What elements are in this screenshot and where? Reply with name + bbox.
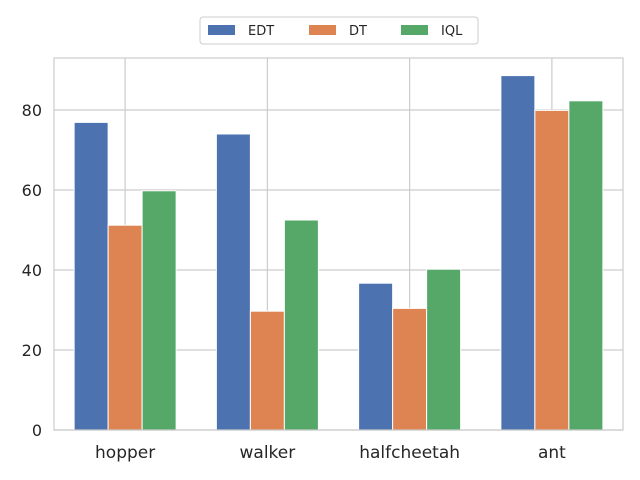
- legend-swatch-edt: [208, 25, 235, 35]
- x-tick-label: halfcheetah: [359, 443, 460, 463]
- legend-box: [199, 16, 479, 45]
- x-tick-labels: hopper walker halfcheetah ant: [95, 443, 566, 463]
- y-tick-label: 60: [22, 181, 42, 200]
- bars: [73, 75, 604, 431]
- legend-label-iql: IQL: [441, 24, 463, 39]
- bar-dt-halfcheetah: [392, 307, 428, 431]
- y-tick-label: 40: [22, 261, 42, 280]
- x-tick-label: hopper: [95, 443, 155, 463]
- legend: EDT DT IQL: [199, 16, 479, 45]
- x-tick-label: ant: [538, 443, 566, 463]
- legend-swatch-iql: [401, 25, 428, 35]
- bar-dt-ant: [534, 109, 570, 431]
- bar-edt-ant: [500, 75, 536, 431]
- bar-edt-walker: [215, 133, 251, 431]
- y-tick-label: 20: [22, 341, 42, 360]
- bar-iql-walker: [283, 219, 319, 431]
- bar-edt-hopper: [73, 121, 109, 431]
- bar-dt-walker: [249, 310, 285, 431]
- bar-iql-ant: [568, 100, 604, 431]
- bar-iql-hopper: [141, 190, 177, 431]
- bar-edt-halfcheetah: [358, 282, 394, 431]
- legend-label-edt: EDT: [248, 24, 274, 39]
- legend-swatch-dt: [309, 25, 336, 35]
- plot-area-frame: [53, 57, 624, 431]
- y-tick-label: 0: [32, 421, 42, 440]
- bar-iql-halfcheetah: [426, 268, 462, 431]
- bar-dt-hopper: [107, 224, 143, 431]
- x-tick-label: walker: [240, 443, 296, 463]
- y-tick-label: 80: [22, 101, 42, 120]
- y-tick-labels: 0 20 40 60 80: [22, 101, 42, 440]
- legend-label-dt: DT: [349, 24, 367, 39]
